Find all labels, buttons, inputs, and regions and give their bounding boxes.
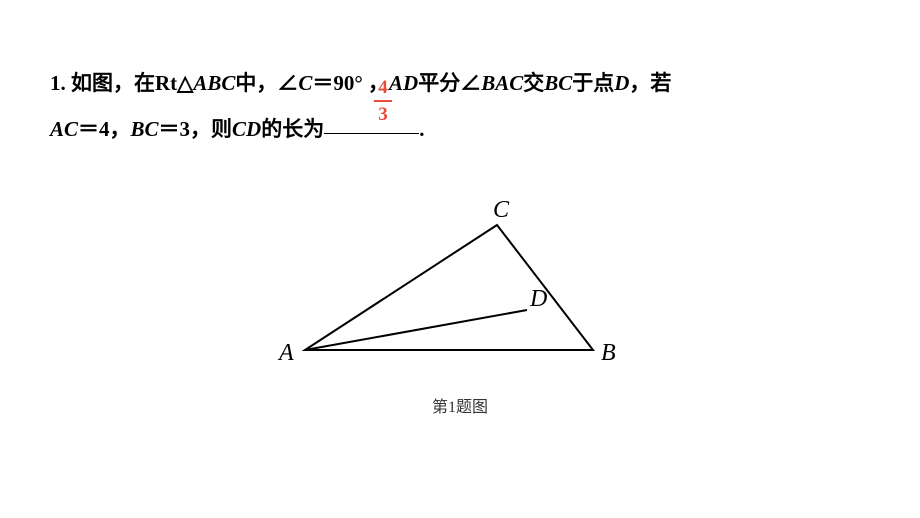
var-abc: ABC: [193, 71, 235, 95]
figure-container: A B C D 第1题图: [275, 195, 645, 415]
problem-text: 1. 如图，在Rt△ABC中，∠C＝90° ，AD平分∠BAC交BC于点D，若 …: [50, 60, 870, 152]
line-ad: [305, 310, 527, 350]
problem-number: 1.: [50, 71, 66, 95]
var-bc2: BC: [131, 117, 159, 141]
text-part: 平分∠: [418, 71, 481, 95]
var-ad: AD: [389, 71, 418, 95]
var-cd: CD: [232, 117, 261, 141]
answer-denominator: 3: [378, 104, 388, 124]
answer-fraction: 4 3: [374, 78, 392, 124]
var-ac: AC: [50, 117, 78, 141]
var-d: D: [614, 71, 629, 95]
triangle-abc: [305, 225, 593, 350]
label-c: C: [493, 197, 510, 223]
text-part: ＝4，: [78, 117, 131, 141]
figure-caption: 第1题图: [275, 393, 645, 417]
var-bc: BC: [544, 71, 572, 95]
var-bac: BAC: [481, 71, 523, 95]
text-period: .: [419, 117, 424, 141]
answer-numerator: 4: [378, 78, 388, 98]
label-a: A: [277, 340, 294, 366]
text-part: 交: [523, 71, 544, 95]
fraction-bar: [374, 100, 392, 102]
var-c: C: [298, 71, 312, 95]
text-part: 如图，在Rt△: [71, 71, 193, 95]
text-part: ，若: [629, 71, 671, 95]
label-b: B: [601, 340, 616, 366]
text-part: 中，∠: [235, 71, 298, 95]
triangle-diagram: A B C D: [275, 195, 645, 380]
text-part: ＝3，则: [159, 117, 233, 141]
text-part: 于点: [572, 71, 614, 95]
label-d: D: [529, 286, 547, 312]
answer-blank: [324, 133, 419, 134]
text-part: 的长为: [261, 117, 324, 141]
